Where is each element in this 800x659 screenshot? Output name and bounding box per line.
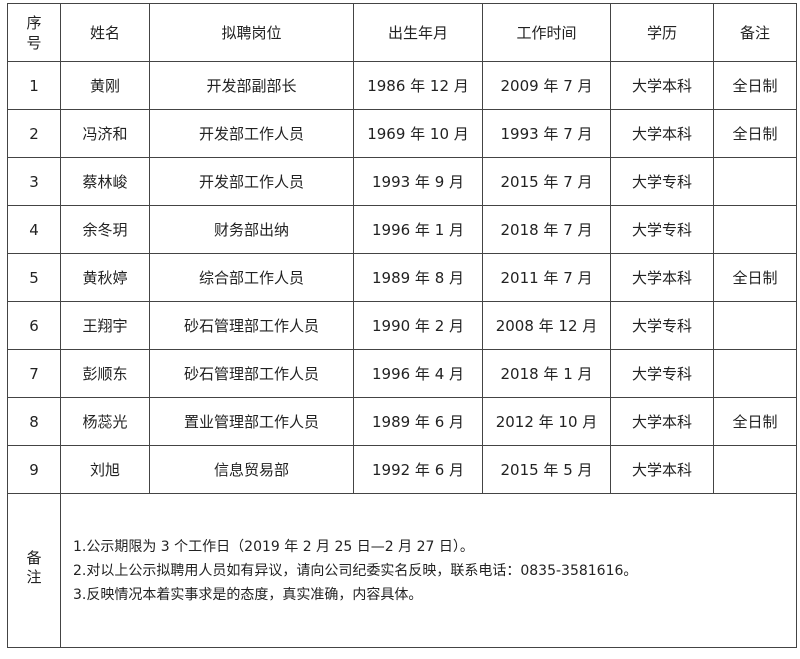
cell-birth: 1992 年 6 月 [353,445,483,494]
cell-remark [713,205,797,254]
cell-work-start: 2018 年 7 月 [482,205,611,254]
cell-position: 财务部出纳 [149,205,354,254]
cell-index: 9 [7,445,61,494]
cell-remark: 全日制 [713,61,797,110]
cell-position: 开发部副部长 [149,61,354,110]
cell-name: 余冬玥 [60,205,150,254]
cell-education: 大学本科 [610,61,714,110]
cell-remark [713,445,797,494]
note-line: 3.反映情况本着实事求是的态度，真实准确，内容具体。 [73,586,423,603]
cell-work-start: 2011 年 7 月 [482,253,611,302]
cell-education: 大学专科 [610,349,714,398]
table-row: 9 刘旭 信息贸易部 1992 年 6 月 2015 年 5 月大学本科 [7,445,797,494]
notes-content: 1.公示期限为 3 个工作日（2019 年 2 月 25 日—2 月 27 日）… [60,493,797,648]
table-row: 1 黄刚 开发部副部长 1986 年 12 月 2009 年 7 月大学本科 全日制 [7,61,797,110]
header-name: 姓名 [60,3,150,62]
cell-name: 蔡林峻 [60,157,150,206]
cell-work-start: 2009 年 7 月 [482,61,611,110]
table-row: 6 王翔宇 砂石管理部工作人员 1990 年 2 月 2008 年 12 月大学专科 [7,301,797,350]
cell-index: 7 [7,349,61,398]
cell-remark [713,157,797,206]
cell-position: 信息贸易部 [149,445,354,494]
table-row: 5 黄秋婷 综合部工作人员 1989 年 8 月 2011 年 7 月大学本科 全日制 [7,253,797,302]
cell-index: 6 [7,301,61,350]
cell-work-start: 1993 年 7 月 [482,109,611,158]
cell-remark: 全日制 [713,109,797,158]
cell-index: 3 [7,157,61,206]
cell-name: 黄秋婷 [60,253,150,302]
cell-name: 刘旭 [60,445,150,494]
cell-work-start: 2012 年 10 月 [482,397,611,446]
cell-name: 王翔宇 [60,301,150,350]
cell-remark [713,349,797,398]
cell-birth: 1993 年 9 月 [353,157,483,206]
notes-label: 备注 [7,493,61,648]
cell-name: 冯济和 [60,109,150,158]
header-row: 序号 姓名 拟聘岗位 出生年月 工作时间 学历 备注 [7,3,797,62]
cell-remark: 全日制 [713,253,797,302]
cell-index: 4 [7,205,61,254]
cell-work-start: 2015 年 5 月 [482,445,611,494]
note-line: 2.对以上公示拟聘用人员如有异议，请向公司纪委实名反映，联系电话：0835-35… [73,562,638,579]
table-row: 3 蔡林峻 开发部工作人员 1993 年 9 月 2015 年 7 月大学专科 [7,157,797,206]
header-remark: 备注 [713,3,797,62]
cell-work-start: 2008 年 12 月 [482,301,611,350]
cell-index: 8 [7,397,61,446]
cell-birth: 1996 年 4 月 [353,349,483,398]
cell-index: 5 [7,253,61,302]
table-row: 2 冯济和 开发部工作人员 1969 年 10 月 1993 年 7 月大学本科 全日制 [7,109,797,158]
cell-name: 杨蕊光 [60,397,150,446]
cell-position: 置业管理部工作人员 [149,397,354,446]
header-work-start: 工作时间 [482,3,611,62]
cell-education: 大学专科 [610,205,714,254]
cell-birth: 1989 年 8 月 [353,253,483,302]
cell-work-start: 2018 年 1 月 [482,349,611,398]
header-index: 序号 [7,3,61,62]
cell-birth: 1990 年 2 月 [353,301,483,350]
note-line: 1.公示期限为 3 个工作日（2019 年 2 月 25 日—2 月 27 日）… [73,538,474,555]
cell-position: 开发部工作人员 [149,109,354,158]
cell-position: 砂石管理部工作人员 [149,301,354,350]
cell-education: 大学本科 [610,397,714,446]
table-row: 8 杨蕊光 置业管理部工作人员 1989 年 6 月 2012 年 10 月大学本科 全日… [7,397,797,446]
table-row: 7 彭顺东 砂石管理部工作人员 1996 年 4 月 2018 年 1 月大学专科 [7,349,797,398]
cell-education: 大学专科 [610,301,714,350]
cell-birth: 1986 年 12 月 [353,61,483,110]
cell-work-start: 2015 年 7 月 [482,157,611,206]
cell-education: 大学本科 [610,445,714,494]
cell-position: 砂石管理部工作人员 [149,349,354,398]
header-education: 学历 [610,3,714,62]
table-row: 4 余冬玥 财务部出纳 1996 年 1 月 2018 年 7 月大学专科 [7,205,797,254]
cell-remark: 全日制 [713,397,797,446]
cell-birth: 1996 年 1 月 [353,205,483,254]
cell-position: 综合部工作人员 [149,253,354,302]
header-position: 拟聘岗位 [149,3,354,62]
cell-position: 开发部工作人员 [149,157,354,206]
notes-row: 备注 1.公示期限为 3 个工作日（2019 年 2 月 25 日—2 月 27… [7,493,797,648]
cell-remark [713,301,797,350]
cell-name: 黄刚 [60,61,150,110]
cell-index: 2 [7,109,61,158]
cell-education: 大学专科 [610,157,714,206]
candidate-table: 序号 姓名 拟聘岗位 出生年月 工作时间 学历 备注 1 黄刚 开发部副部长 1986… [7,3,797,648]
cell-birth: 1969 年 10 月 [353,109,483,158]
cell-education: 大学本科 [610,253,714,302]
cell-name: 彭顺东 [60,349,150,398]
cell-index: 1 [7,61,61,110]
header-birth: 出生年月 [353,3,483,62]
cell-education: 大学本科 [610,109,714,158]
cell-birth: 1989 年 6 月 [353,397,483,446]
